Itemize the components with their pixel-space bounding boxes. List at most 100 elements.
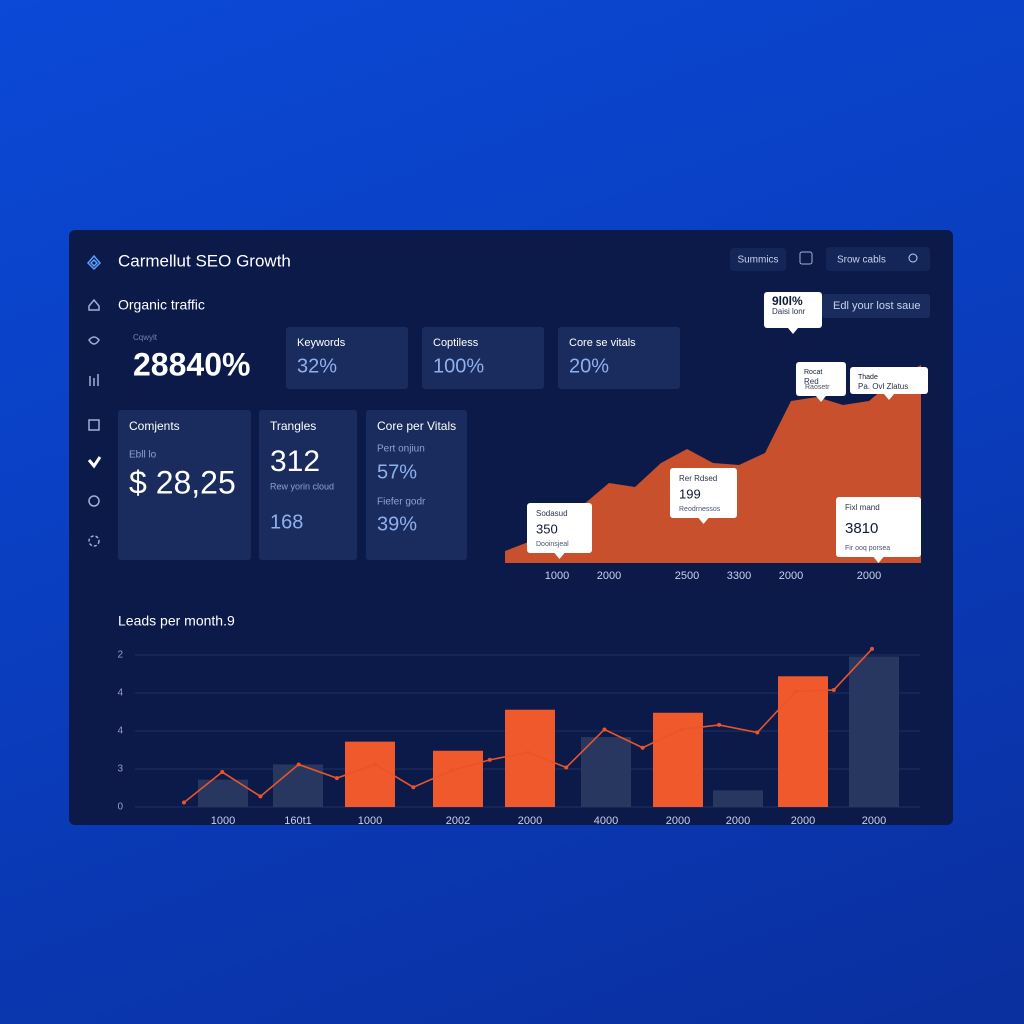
card-line: 57% <box>377 461 417 483</box>
callout-text: Rer Rdsed <box>679 474 717 483</box>
callout-text: Red <box>804 377 819 386</box>
card-line: 168 <box>270 511 303 533</box>
callout-text: Sodasud <box>536 509 568 518</box>
title: Carmellut SEO Growth <box>118 251 291 270</box>
bar <box>778 676 828 807</box>
callout-pointer <box>816 396 826 402</box>
y-tick-label: 0 <box>117 802 123 813</box>
check-icon[interactable] <box>87 456 102 469</box>
settings-icon[interactable] <box>88 535 100 547</box>
callout-sub: Fir ooq porsea <box>845 545 890 552</box>
trend-point <box>831 687 836 692</box>
y-tick-label: 2 <box>117 650 123 661</box>
callout-text: Fixl mand <box>845 503 880 512</box>
button-label: Summics <box>737 255 778 266</box>
callout-pointer <box>788 328 798 334</box>
x-tick-label: 1000 <box>211 815 235 827</box>
hero-label: Cqwylt <box>133 333 158 342</box>
search-box[interactable] <box>826 247 930 271</box>
card-line: Fiefer godr <box>377 497 426 508</box>
detail-card <box>118 410 251 560</box>
logo <box>86 254 102 271</box>
trend-point <box>717 722 722 727</box>
trend-point <box>220 770 225 775</box>
trend-point <box>296 762 301 767</box>
kpi-value: 20% <box>569 355 609 377</box>
trend-point <box>258 794 263 799</box>
stats-icon[interactable] <box>89 374 99 386</box>
search-label: Srow cabls <box>837 255 886 266</box>
bar <box>505 709 555 807</box>
x-tick-label: 2000 <box>857 570 881 582</box>
card-line: Pert onjiun <box>377 444 425 455</box>
x-tick-label: 160t1 <box>284 815 312 827</box>
callout-title: Rocat <box>804 369 822 376</box>
search-icon <box>908 253 918 263</box>
callout <box>836 497 921 557</box>
callout <box>527 503 592 553</box>
trend-point <box>564 765 569 770</box>
callout <box>670 468 737 518</box>
save-button[interactable] <box>822 294 930 318</box>
trend-point <box>602 727 607 732</box>
trend-point <box>793 689 798 694</box>
x-tick-label: 2000 <box>518 815 542 827</box>
callout-title: Thade <box>858 374 878 381</box>
card-line: 312 <box>270 445 320 478</box>
x-tick-label: 2500 <box>675 570 699 582</box>
trend-point <box>373 762 378 767</box>
callout-pointer <box>873 557 884 563</box>
x-tick-label: 1000 <box>545 570 569 582</box>
area <box>505 365 921 563</box>
trend-point <box>678 727 683 732</box>
icon-button[interactable] <box>799 251 813 265</box>
sidebar <box>86 254 102 547</box>
x-tick-label: 1000 <box>358 815 382 827</box>
callout-text: Pa. Ovl Zlatus <box>858 382 908 391</box>
trend-point <box>334 776 339 781</box>
trend-point <box>487 757 492 762</box>
callout-title: 199 <box>679 486 701 501</box>
callout-sub: Dooinsjeal <box>536 541 569 548</box>
callout-pointer <box>884 394 894 400</box>
card-title: Core per Vitals <box>377 419 456 433</box>
trend-point <box>870 646 874 651</box>
card-title: Comjents <box>129 419 180 433</box>
card-line: 39% <box>377 513 417 535</box>
trend-point <box>526 750 530 755</box>
detail-card <box>366 410 467 560</box>
kpi-card <box>422 327 544 389</box>
bar <box>581 737 631 807</box>
save-label: Edl your lost saue <box>833 300 920 312</box>
nav-icon[interactable] <box>88 495 100 507</box>
bar <box>713 790 763 807</box>
x-tick-label: 2002 <box>446 815 470 827</box>
callout-title: 3810 <box>845 520 878 537</box>
kpi-value: 100% <box>433 355 484 377</box>
x-tick-label: 3300 <box>727 570 751 582</box>
doc-icon[interactable] <box>88 419 100 431</box>
bar <box>653 712 703 807</box>
card-line: Ebll lo <box>129 450 157 461</box>
bar <box>273 764 323 807</box>
chart-title: Leads per month.9 <box>118 613 235 629</box>
trend-point <box>755 730 760 735</box>
x-tick-label: 4000 <box>594 815 618 827</box>
card-title: Trangles <box>270 419 316 433</box>
callout-pointer <box>698 518 709 524</box>
kpi-label: Core se vitals <box>569 337 636 349</box>
card-line: Rew yorin cloud <box>270 481 334 491</box>
bar <box>433 750 483 807</box>
callout-sub: Raosetr <box>805 384 830 391</box>
callout-sub: Reodrnessos <box>679 506 721 513</box>
nav-icon[interactable] <box>88 336 100 345</box>
section-title: Organic traffic <box>118 297 205 313</box>
x-tick-label: 2000 <box>597 570 621 582</box>
button[interactable] <box>730 248 786 271</box>
home-icon[interactable] <box>88 298 100 311</box>
kpi-label: Coptiless <box>433 337 479 349</box>
x-tick-label: 2000 <box>779 570 803 582</box>
trend-point <box>411 785 416 790</box>
